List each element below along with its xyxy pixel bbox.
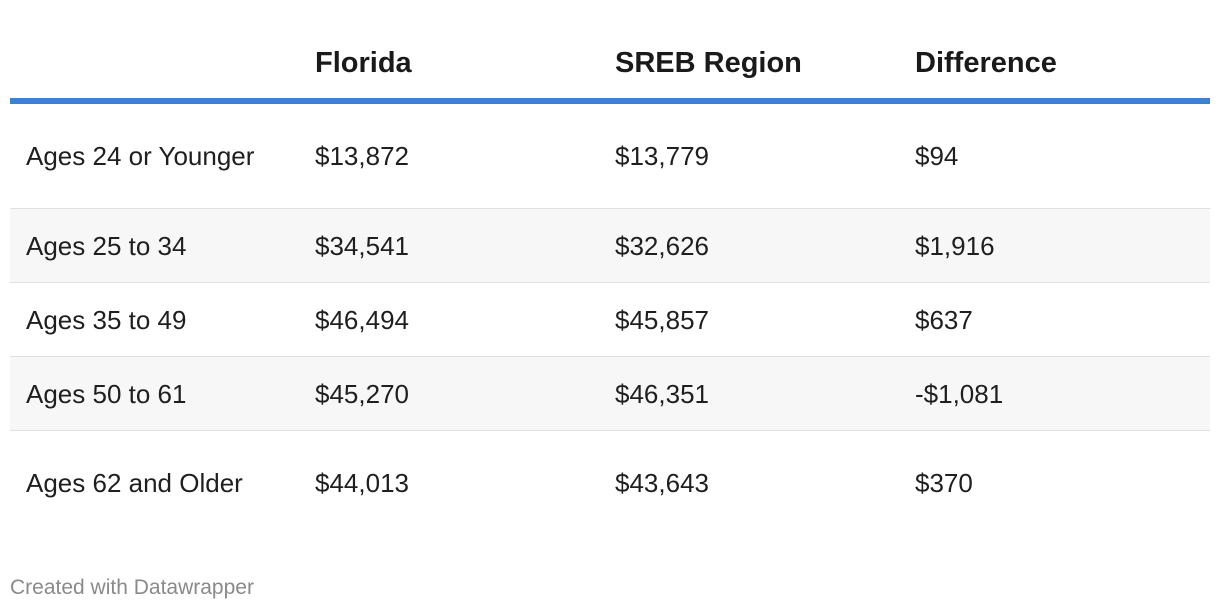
table-row: Ages 35 to 49 $46,494 $45,857 $637 xyxy=(10,283,1210,357)
table-row: Ages 24 or Younger $13,872 $13,779 $94 xyxy=(10,104,1210,209)
difference-value: $637 xyxy=(915,304,973,335)
table-row: Ages 25 to 34 $34,541 $32,626 $1,916 xyxy=(10,209,1210,283)
column-header-sreb-region: SREB Region xyxy=(615,47,802,79)
sreb-value: $32,626 xyxy=(615,230,709,261)
difference-value: $370 xyxy=(915,468,973,498)
table-row: Ages 50 to 61 $45,270 $46,351 -$1,081 xyxy=(10,357,1210,431)
florida-value: $45,270 xyxy=(315,378,409,409)
table-header: Florida SREB Region Difference xyxy=(10,0,1210,104)
row-label: Ages 62 and Older xyxy=(26,468,243,498)
row-label: Ages 25 to 34 xyxy=(26,230,187,261)
row-label: Ages 35 to 49 xyxy=(26,304,187,335)
row-label: Ages 50 to 61 xyxy=(26,378,187,409)
difference-value: $1,916 xyxy=(915,230,995,261)
florida-value: $46,494 xyxy=(315,304,409,335)
florida-value: $44,013 xyxy=(315,468,409,498)
datawrapper-credit-link[interactable]: Created with Datawrapper xyxy=(10,576,254,599)
sreb-value: $43,643 xyxy=(615,468,709,498)
florida-value: $34,541 xyxy=(315,230,409,261)
row-label: Ages 24 or Younger xyxy=(26,141,255,171)
difference-value: $94 xyxy=(915,141,959,171)
column-header-florida: Florida xyxy=(315,47,412,79)
difference-value: -$1,081 xyxy=(915,378,1004,409)
florida-value: $13,872 xyxy=(315,141,409,171)
sreb-value: $45,857 xyxy=(615,304,709,335)
data-table: Florida SREB Region Difference Ages 24 o… xyxy=(10,0,1210,535)
table-row: Ages 62 and Older $44,013 $43,643 $370 xyxy=(10,431,1210,535)
sreb-value: $46,351 xyxy=(615,378,709,409)
sreb-value: $13,779 xyxy=(615,141,709,171)
column-header-difference: Difference xyxy=(915,47,1057,79)
